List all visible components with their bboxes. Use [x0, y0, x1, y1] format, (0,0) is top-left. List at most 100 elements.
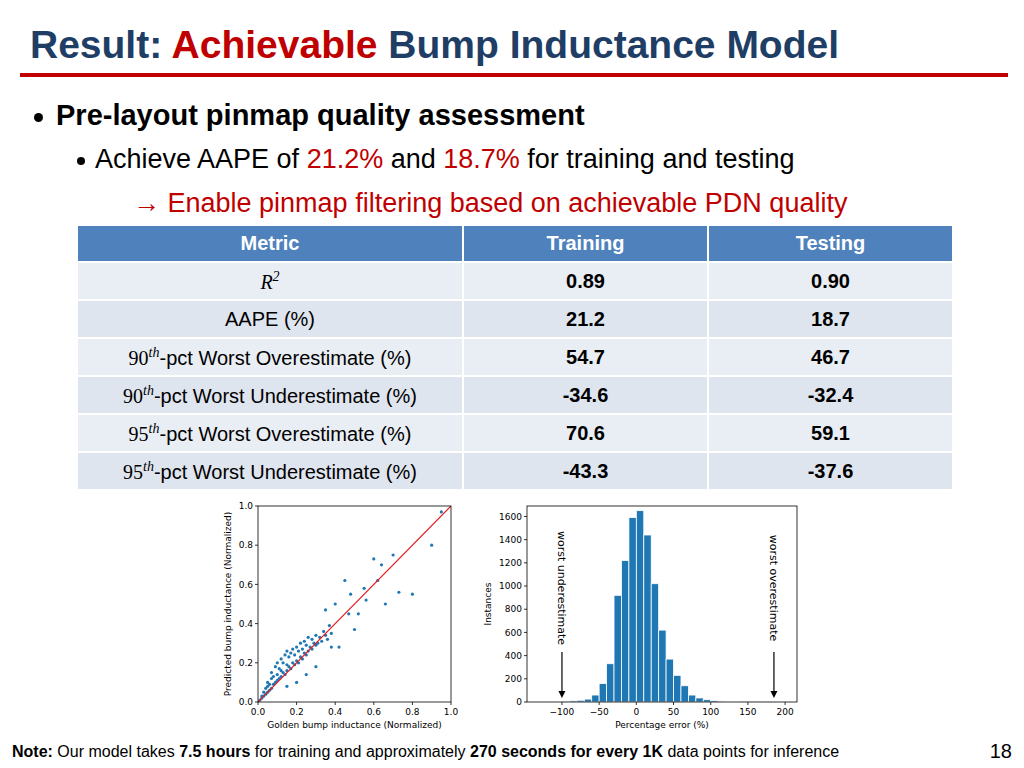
x-tick [561, 702, 562, 705]
scatter-point [276, 661, 279, 664]
x-axis-label: Golden bump inductance (Normalized) [267, 720, 441, 730]
metric-rest: -pct Worst Underestimate (%) [154, 460, 417, 482]
histogram-bar [584, 699, 591, 702]
y-tick-label: 800 [505, 604, 522, 614]
scatter-point [295, 646, 298, 649]
scatter-point [310, 638, 313, 641]
value-cell: 59.1 [708, 414, 953, 452]
scatter-point [380, 563, 383, 566]
header-cell: Training [463, 225, 708, 262]
x-tick-label: 0.2 [289, 707, 303, 717]
scatter-point [293, 653, 296, 656]
y-tick [524, 562, 527, 563]
metric-cell: 95th-pct Worst Overestimate (%) [77, 414, 463, 452]
scatter-point [314, 634, 317, 637]
x-tick [636, 702, 637, 705]
metric-base: 95 [123, 460, 143, 482]
table-row: AAPE (%) 21.218.7 [77, 300, 953, 338]
scatter-point [384, 602, 387, 605]
x-tick [673, 702, 674, 705]
scatter-point [303, 640, 306, 643]
metric-base: R [260, 270, 272, 292]
scatter-point [285, 685, 288, 688]
y-tick [524, 586, 527, 587]
footnote-segment: Note: [12, 743, 53, 760]
table-body: R20.890.90 AAPE (%) 21.218.7 90th-pct Worst… [77, 262, 953, 490]
x-tick-label: 150 [739, 707, 756, 717]
y-tick-label: 600 [505, 628, 522, 638]
page-number: 18 [990, 739, 1012, 763]
x-tick [785, 702, 786, 705]
footnote-segment: 7.5 hours [179, 743, 250, 760]
metric-rest: -pct Worst Overestimate (%) [159, 422, 411, 444]
value-cell: 46.7 [708, 338, 953, 376]
x-tick [710, 702, 711, 705]
title-segment: Result: [30, 23, 172, 66]
sub-bullet-segment: for training and testing [520, 144, 795, 174]
footnote-segment: for training and approximately [250, 743, 470, 760]
scatter-point [353, 628, 356, 631]
y-tick-label: 0.6 [239, 580, 254, 590]
table-row: 90th-pct Worst Underestimate (%)-34.6-32… [77, 376, 953, 414]
x-tick-label: 0.4 [328, 707, 343, 717]
title-segment: Achievable [172, 23, 378, 66]
value-cell: 21.2 [463, 300, 708, 338]
table-row: 95th-pct Worst Overestimate (%)70.659.1 [77, 414, 953, 452]
scatter-point [280, 657, 283, 660]
metric-base: AAPE (%) [225, 308, 315, 330]
footnote: Note: Our model takes 7.5 hours for trai… [12, 742, 839, 762]
histogram-bar [696, 698, 703, 702]
table-row: R20.890.90 [77, 262, 953, 300]
scatter-point [301, 647, 304, 650]
histogram-bar [599, 683, 606, 702]
y-tick [524, 539, 527, 540]
footnote-segment: data points for inference [663, 743, 839, 760]
x-tick-label: 0.8 [405, 707, 420, 717]
plot-frame [258, 506, 451, 702]
scatter-point [392, 553, 395, 556]
scatter-point [274, 665, 277, 668]
y-tick [524, 655, 527, 656]
scatter-point [440, 510, 443, 513]
plot-background [527, 506, 797, 702]
scatter-point [343, 579, 346, 582]
metric-sup: th [149, 421, 160, 436]
y-tick-label: 1400 [499, 535, 522, 545]
y-tick [255, 623, 258, 624]
scatter-point [397, 591, 400, 594]
x-tick [373, 702, 374, 705]
histogram-bar [614, 595, 621, 702]
identity-line [258, 506, 451, 702]
scatter-point [305, 673, 308, 676]
y-tick [524, 702, 527, 703]
scatter-point [330, 646, 333, 649]
y-tick [524, 632, 527, 633]
scatter-point [357, 612, 360, 615]
scatter-point [363, 587, 366, 590]
header-cell: Testing [708, 225, 953, 262]
value-cell: -37.6 [708, 452, 953, 490]
x-tick-label: −100 [550, 707, 575, 717]
histogram-bar [666, 659, 673, 702]
x-tick [335, 702, 336, 705]
y-axis-label: Instances [483, 582, 493, 625]
value-cell: 18.7 [708, 300, 953, 338]
y-tick [255, 662, 258, 663]
scatter-point [349, 593, 352, 596]
sub-bullet-segment: 21.2% [307, 144, 384, 174]
table-row: 95th-pct Worst Underestimate (%)-43.3-37… [77, 452, 953, 490]
sub-bullet-dot [77, 157, 85, 165]
scatter-point [337, 646, 340, 649]
scatter-point [289, 651, 292, 654]
scatter-point [324, 608, 327, 611]
metric-cell: 90th-pct Worst Overestimate (%) [77, 338, 463, 376]
y-tick-label: 1000 [499, 581, 522, 591]
value-cell: 70.6 [463, 414, 708, 452]
histogram-bar [651, 584, 658, 702]
metric-cell: AAPE (%) [77, 300, 463, 338]
x-tick [599, 702, 600, 705]
y-tick [524, 516, 527, 517]
scatter-point [328, 624, 331, 627]
y-tick-label: 0 [516, 697, 522, 707]
value-cell: 0.90 [708, 262, 953, 300]
